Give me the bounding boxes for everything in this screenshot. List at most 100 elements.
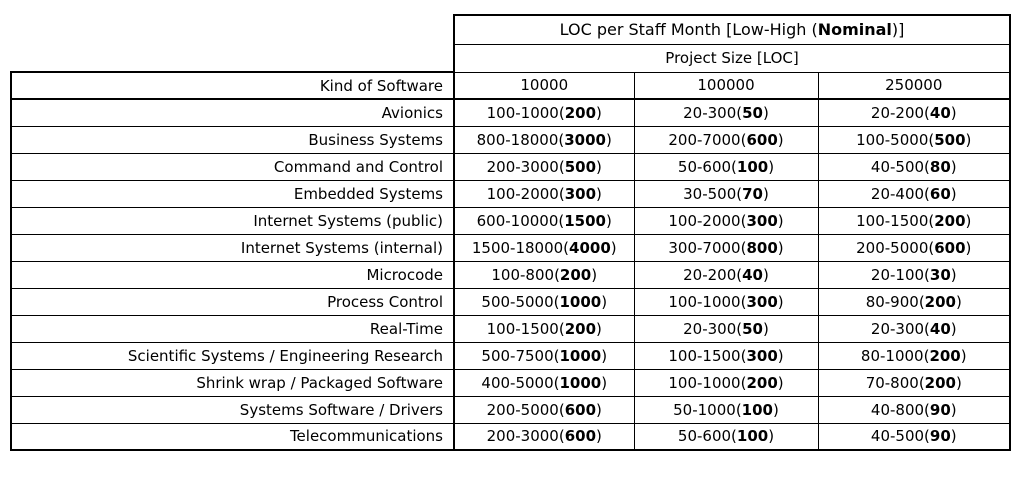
table-row: Real-Time 100-1500(200) 20-300(50) 20-300(4… bbox=[10, 314, 1012, 343]
value-cell: 40-500(90) bbox=[817, 422, 1012, 451]
close-paren: ) bbox=[777, 346, 784, 365]
size-header-10000: 10000 bbox=[453, 71, 635, 100]
close-paren: ) bbox=[777, 211, 784, 230]
value-cell: 20-100(30) bbox=[817, 260, 1012, 289]
size-header-250000: 250000 bbox=[817, 71, 1012, 100]
kind-cell: Microcode bbox=[10, 260, 455, 289]
kind-cell: Avionics bbox=[10, 98, 455, 127]
range-text: 40-500( bbox=[870, 157, 930, 176]
close-paren: ) bbox=[591, 265, 598, 284]
close-paren: ) bbox=[965, 238, 972, 257]
value-cell: 200-5000(600) bbox=[453, 395, 635, 424]
nominal-value: 200 bbox=[924, 373, 956, 392]
close-paren: ) bbox=[777, 238, 784, 257]
value-cell: 100-5000(500) bbox=[817, 125, 1012, 154]
project-size-header: Project Size [LOC] bbox=[452, 43, 1012, 73]
value-cell: 200-3000(500) bbox=[453, 152, 635, 181]
kind-cell: Command and Control bbox=[10, 152, 455, 181]
close-paren: ) bbox=[601, 346, 608, 365]
kind-cell: Real-Time bbox=[10, 314, 455, 343]
top-left-spacer bbox=[11, 15, 454, 72]
close-paren: ) bbox=[950, 265, 957, 284]
close-paren: ) bbox=[965, 211, 972, 230]
table-row: Microcode 100-800(200) 20-200(40) 20-100(30… bbox=[10, 260, 1012, 289]
range-text: 80-900( bbox=[865, 292, 925, 311]
value-cell: 20-400(60) bbox=[817, 179, 1012, 208]
table-row: Avionics 100-1000(200) 20-300(50) 20-200(40… bbox=[10, 98, 1012, 127]
close-paren: ) bbox=[965, 130, 972, 149]
range-text: 50-600( bbox=[677, 157, 737, 176]
value-cell: 1500-18000(4000) bbox=[453, 233, 635, 262]
kind-of-software-header: Kind of Software bbox=[10, 71, 455, 100]
kind-cell: Telecommunications bbox=[10, 422, 455, 451]
range-text: 100-1500( bbox=[668, 346, 747, 365]
nominal-value: 300 bbox=[564, 184, 597, 203]
value-cell: 20-300(50) bbox=[633, 98, 819, 127]
value-cell: 200-7000(600) bbox=[633, 125, 819, 154]
nominal-value: 500 bbox=[934, 130, 966, 149]
nominal-value: 200 bbox=[924, 292, 956, 311]
kind-cell: Internet Systems (public) bbox=[10, 206, 455, 235]
close-paren: ) bbox=[596, 103, 602, 122]
nominal-value: 30 bbox=[929, 265, 951, 284]
table-row: Process Control 500-5000(1000) 100-1000(30… bbox=[10, 287, 1012, 316]
value-cell: 100-1000(200) bbox=[453, 98, 635, 127]
nominal-value: 1000 bbox=[559, 373, 602, 392]
range-text: 20-200( bbox=[870, 103, 930, 122]
nominal-value: 300 bbox=[746, 211, 778, 230]
value-cell: 80-1000(200) bbox=[817, 341, 1012, 370]
range-text: 200-3000( bbox=[486, 427, 565, 446]
close-paren: ) bbox=[768, 157, 775, 176]
table-title: LOC per Staff Month [Low-High (Nominal)] bbox=[452, 14, 1012, 45]
range-text: 50-1000( bbox=[673, 400, 742, 419]
table-row: Telecommunications 200-3000(600) 50-600(10… bbox=[10, 422, 1012, 451]
range-text: 800-18000( bbox=[476, 130, 565, 149]
nominal-value: 70 bbox=[742, 184, 763, 203]
table-row: Embedded Systems 100-2000(300) 30-500(70) 2… bbox=[10, 179, 1012, 208]
value-cell: 400-5000(1000) bbox=[453, 368, 635, 397]
table-row: Shrink wrap / Packaged Software 400-5000(… bbox=[10, 368, 1012, 397]
value-cell: 100-1500(200) bbox=[817, 206, 1012, 235]
nominal-value: 90 bbox=[929, 400, 951, 419]
kind-cell: Scientific Systems / Engineering Researc… bbox=[10, 341, 455, 370]
range-text: 300-7000( bbox=[668, 238, 747, 257]
range-text: 200-7000( bbox=[668, 130, 747, 149]
value-cell: 40-500(80) bbox=[817, 152, 1012, 181]
range-text: 500-7500( bbox=[481, 346, 560, 365]
nominal-value: 200 bbox=[934, 211, 966, 230]
close-paren: ) bbox=[950, 103, 957, 122]
close-paren: ) bbox=[763, 265, 769, 284]
kind-cell: Systems Software / Drivers bbox=[10, 395, 455, 424]
close-paren: ) bbox=[950, 157, 957, 176]
value-cell: 50-1000(100) bbox=[633, 395, 819, 424]
range-text: 1500-18000( bbox=[471, 238, 570, 257]
value-cell: 20-200(40) bbox=[633, 260, 819, 289]
close-paren: ) bbox=[777, 130, 784, 149]
nominal-value: 90 bbox=[929, 427, 951, 446]
table-row: Internet Systems (internal) 1500-18000(40… bbox=[10, 233, 1012, 262]
nominal-value: 40 bbox=[742, 265, 763, 284]
value-cell: 30-500(70) bbox=[633, 179, 819, 208]
value-cell: 100-800(200) bbox=[453, 260, 635, 289]
range-text: 100-1000( bbox=[668, 292, 747, 311]
table-body: Avionics 100-1000(200) 20-300(50) 20-200(40… bbox=[10, 98, 1012, 451]
nominal-value: 40 bbox=[929, 319, 951, 338]
nominal-value: 200 bbox=[564, 319, 597, 338]
nominal-value: 40 bbox=[929, 103, 951, 122]
nominal-value: 1000 bbox=[559, 292, 602, 311]
kind-cell: Process Control bbox=[10, 287, 455, 316]
range-text: 100-2000( bbox=[668, 211, 747, 230]
close-paren: ) bbox=[772, 400, 779, 419]
value-cell: 100-1000(300) bbox=[633, 287, 819, 316]
nominal-value: 600 bbox=[746, 130, 778, 149]
range-text: 100-1500( bbox=[856, 211, 935, 230]
range-text: 100-1000( bbox=[486, 103, 565, 122]
value-cell: 20-300(40) bbox=[817, 314, 1012, 343]
column-header-row: Kind of Software 10000 100000 250000 bbox=[10, 71, 1012, 100]
nominal-value: 1500 bbox=[564, 211, 606, 230]
value-cell: 70-800(200) bbox=[817, 368, 1012, 397]
close-paren: ) bbox=[596, 319, 602, 338]
nominal-value: 3000 bbox=[564, 130, 606, 149]
value-cell: 600-10000(1500) bbox=[453, 206, 635, 235]
table-title-nominal-bold: Nominal bbox=[817, 20, 892, 40]
